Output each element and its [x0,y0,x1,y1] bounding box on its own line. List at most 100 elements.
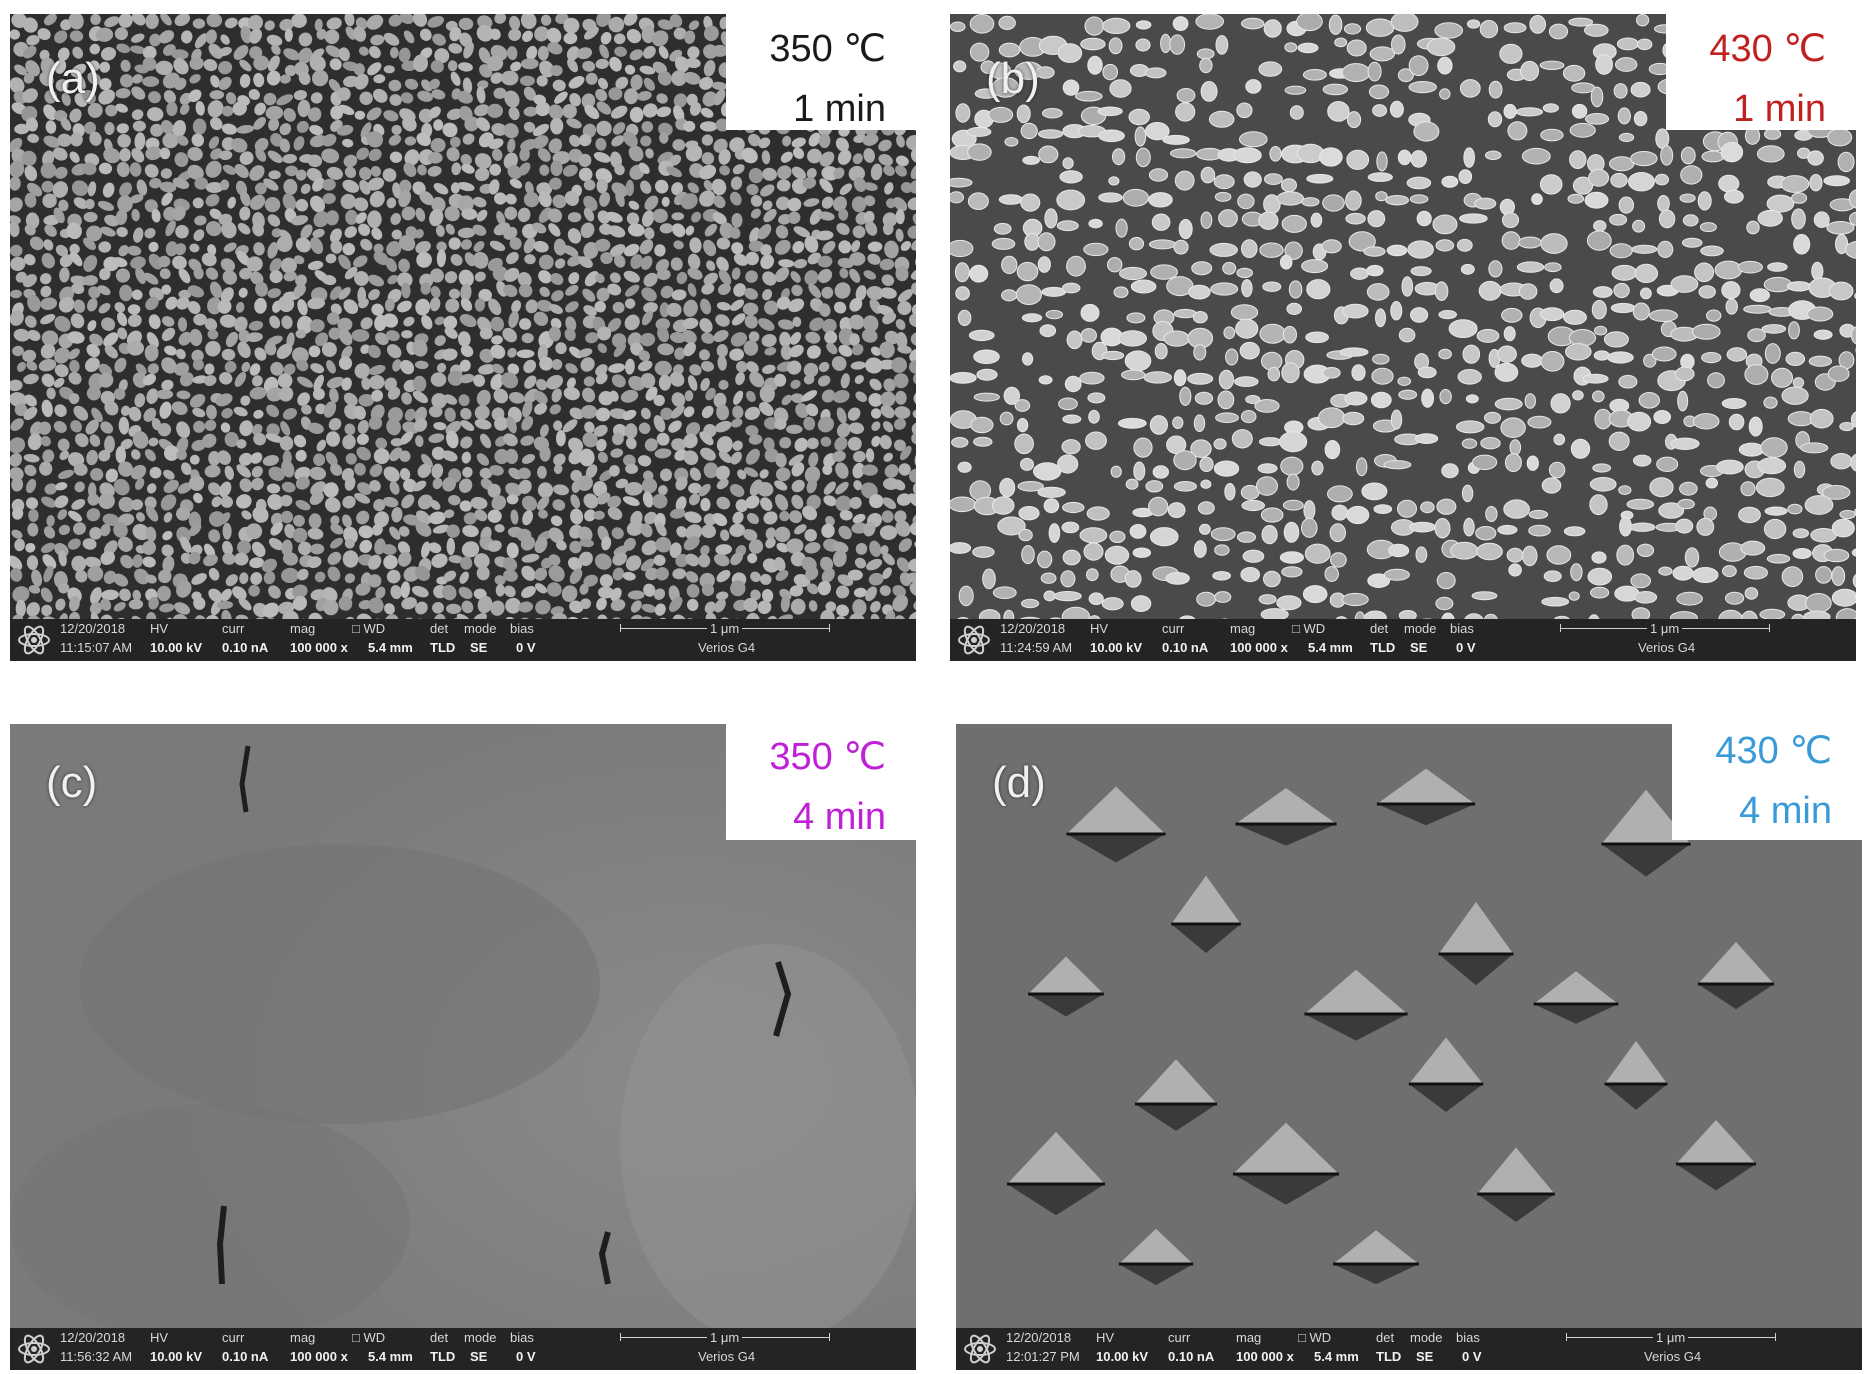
wd-label: □ WD [352,1330,386,1345]
bias-value: 0 V [516,1349,536,1364]
curr-label: curr [1162,621,1185,636]
bias-value: 0 V [516,640,536,655]
hv-value: 10.00 kV [1096,1349,1149,1364]
wd-value: 5.4 mm [1314,1349,1359,1364]
wd-value: 5.4 mm [1308,640,1353,655]
mode-value: SE [470,640,488,655]
condition-box: 430 ℃ 1 min [1666,14,1856,130]
time-label: 1 min [1733,88,1826,130]
hv-label: HV [150,621,169,636]
panel-label: (b) [986,54,1040,103]
scale-bar-tick [1566,1333,1567,1341]
mode-value: SE [1416,1349,1434,1364]
scale-bar-label: 1 μm [1647,621,1683,636]
mag-label: mag [1236,1330,1262,1345]
instrument-model: Verios G4 [1638,640,1696,655]
det-value: TLD [1376,1349,1402,1364]
mag-value: 100 000 x [290,1349,348,1364]
det-label: det [430,621,449,636]
temperature-label: 430 ℃ [1715,730,1832,772]
wd-value: 5.4 mm [368,1349,413,1364]
bias-label: bias [1450,621,1474,636]
curr-value: 0.10 nA [1162,640,1209,655]
condition-box: 430 ℃ 4 min [1672,724,1862,840]
time-label: 4 min [1739,790,1832,832]
scale-bar-tick [829,624,830,632]
acq-time: 11:24:59 AM [1000,640,1073,655]
bias-value: 0 V [1456,640,1476,655]
scale-bar-label: 1 μm [707,621,743,636]
microscope-logo-icon [958,625,990,655]
acq-time: 11:15:07 AM [60,640,133,655]
det-label: det [430,1330,449,1345]
microscope-logo-icon [18,1334,50,1364]
time-label: 1 min [793,88,886,130]
scale-bar-tick [620,624,621,632]
scale-bar-tick [1560,624,1561,632]
scale-bar-label: 1 μm [1653,1330,1689,1345]
sem-info-bar: 12/20/2018 11:15:07 AM HV 10.00 kV curr 0.10 … [10,619,916,661]
acq-date: 12/20/2018 [1000,621,1066,636]
acq-date: 12/20/2018 [1006,1330,1072,1345]
instrument-model: Verios G4 [1644,1349,1702,1364]
sem-info-bar: 12/20/2018 11:56:32 AM HV 10.00 kV curr 0.10 … [10,1328,916,1370]
mode-value: SE [470,1349,488,1364]
curr-label: curr [1168,1330,1191,1345]
hv-label: HV [150,1330,169,1345]
det-label: det [1370,621,1389,636]
scale-bar-label: 1 μm [707,1330,743,1345]
mag-label: mag [1230,621,1256,636]
wd-value: 5.4 mm [368,640,413,655]
panel-label: (c) [46,758,98,807]
wd-label: □ WD [1292,621,1326,636]
scale-bar-tick [829,1333,830,1341]
condition-box: 350 ℃ 4 min [726,724,916,840]
mode-label: mode [464,1330,497,1345]
scale-bar-tick [1775,1333,1776,1341]
sem-panel-b: (b) 430 ℃ 1 min 12/20/2018 11:24:59 AM HV 1… [950,14,1856,661]
curr-label: curr [222,1330,245,1345]
scale-bar-tick [1769,624,1770,632]
hv-label: HV [1090,621,1109,636]
mode-label: mode [1404,621,1437,636]
curr-value: 0.10 nA [1168,1349,1215,1364]
instrument-model: Verios G4 [698,1349,756,1364]
det-value: TLD [430,640,456,655]
hv-value: 10.00 kV [1090,640,1143,655]
curr-label: curr [222,621,245,636]
det-label: det [1376,1330,1395,1345]
panel-label: (a) [46,54,100,103]
microscope-logo-icon [18,625,50,655]
bias-label: bias [510,621,534,636]
mag-value: 100 000 x [1236,1349,1294,1364]
sem-info-bar: 12/20/2018 12:01:27 PM HV 10.00 kV curr 0.10 … [956,1328,1862,1370]
curr-value: 0.10 nA [222,640,269,655]
acq-time: 12:01:27 PM [1006,1349,1080,1364]
mode-label: mode [464,621,497,636]
bias-value: 0 V [1462,1349,1482,1364]
wd-label: □ WD [1298,1330,1332,1345]
det-value: TLD [1370,640,1396,655]
hv-value: 10.00 kV [150,640,203,655]
hv-value: 10.00 kV [150,1349,203,1364]
hv-label: HV [1096,1330,1115,1345]
acq-date: 12/20/2018 [60,621,126,636]
sem-panel-c: (c) 350 ℃ 4 min 12/20/2018 11:56:32 AM HV 1… [10,724,916,1370]
mag-label: mag [290,1330,316,1345]
acq-time: 11:56:32 AM [60,1349,133,1364]
sem-panel-a: (a) 350 ℃ 1 min 12/20/2018 11:15:07 AM HV 1… [10,14,916,661]
mag-value: 100 000 x [290,640,348,655]
curr-value: 0.10 nA [222,1349,269,1364]
acq-date: 12/20/2018 [60,1330,126,1345]
microscope-logo-icon [964,1334,996,1364]
mode-value: SE [1410,640,1428,655]
mag-value: 100 000 x [1230,640,1288,655]
bias-label: bias [1456,1330,1480,1345]
sem-image-b [950,14,1856,661]
mag-label: mag [290,621,316,636]
sem-image-d [956,724,1862,1370]
temperature-label: 350 ℃ [769,28,886,70]
wd-label: □ WD [352,621,386,636]
mode-label: mode [1410,1330,1443,1345]
temperature-label: 430 ℃ [1709,28,1826,70]
